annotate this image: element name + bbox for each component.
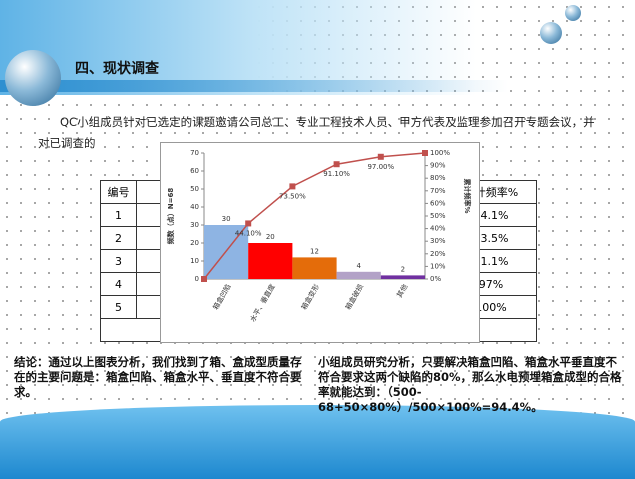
y2-tick-label: 30%: [430, 237, 446, 245]
chart-frame: 0 10 20 30 40 50 60 70 0% 10% 20% 30% 40% 50% 60% 70% 80…: [160, 142, 480, 343]
line-origin-marker: [201, 276, 207, 282]
bar: [292, 257, 337, 279]
x-tick-label: 其他: [395, 283, 410, 300]
bar-label: 4: [356, 262, 361, 270]
y2-tick-label: 40%: [430, 225, 446, 233]
y2-tick-label: 0%: [430, 275, 441, 283]
y2-tick-label: 100%: [430, 149, 450, 157]
table-cell: 3: [100, 249, 137, 273]
line-marker: [289, 183, 296, 190]
footer-band: [0, 405, 635, 479]
line-marker: [422, 150, 428, 156]
decor-ball: [540, 22, 562, 44]
x-tick-label: 水平、垂直度: [248, 283, 277, 324]
y2-axis-label: 累计频率%: [463, 178, 472, 213]
conclusion-right: 小组成员研究分析，只要解决箱盒凹陷、箱盒水平垂直度不符合要求这两个缺陷的80%，…: [318, 355, 622, 414]
table-cell: 编号: [100, 180, 137, 204]
heading: 四、现状调查: [75, 61, 159, 77]
cumulative-line: [203, 152, 426, 280]
intro-text: QC小组成员针对已选定的课题邀请公司总工、专业工程技术人员、甲方代表及监理参加召…: [38, 115, 595, 150]
decor-ball: [5, 50, 61, 106]
y2-tick-label: 50%: [430, 212, 446, 220]
table-cell: 4: [100, 272, 137, 296]
bar: [336, 271, 381, 279]
y-tick-label: 10: [190, 257, 199, 265]
bar-label: 30: [222, 215, 231, 223]
line-marker: [245, 220, 252, 227]
y-tick-label: 40: [190, 203, 199, 211]
decor-ball: [565, 5, 581, 21]
header-band: [0, 0, 635, 95]
line-label: 97.00%: [367, 163, 394, 171]
table-cell: 5: [100, 295, 137, 319]
bar: [380, 275, 425, 279]
bar-label: 2: [401, 265, 405, 273]
table-cell: 2: [100, 226, 137, 250]
line-label: 91.10%: [323, 170, 350, 178]
y2-tick-label: 10%: [430, 262, 446, 270]
x-tick-label: 箱盒破损: [343, 283, 365, 312]
y-axis-label: 频数（点）N=68: [166, 188, 175, 245]
y2-tick-label: 70%: [430, 187, 446, 195]
header-stripe: [0, 80, 635, 92]
y-tick-label: 20: [190, 239, 199, 247]
y-tick-label: 50: [190, 185, 199, 193]
x-tick-label: 箱盒变形: [299, 283, 321, 312]
bar-label: 20: [266, 233, 275, 241]
line-marker: [333, 161, 340, 168]
bar-label: 12: [310, 247, 319, 255]
table-cell: 1: [100, 203, 137, 227]
y2-tick-label: 80%: [430, 174, 446, 182]
bar: [248, 243, 293, 279]
line-label: 44.10%: [235, 229, 262, 237]
y-tick-label: 0: [195, 275, 199, 283]
conclusion-left: 结论：通过以上图表分析，我们找到了箱、盒成型质量存在的主要问题是：箱盒凹陷、箱盒…: [14, 355, 302, 399]
x-tick-label: 箱盒凹陷: [211, 283, 233, 312]
y-tick-label: 60: [190, 167, 199, 175]
y2-tick-label: 90%: [430, 162, 446, 170]
line-marker: [377, 153, 384, 160]
y2-tick-label: 20%: [430, 250, 446, 258]
y-tick-label: 30: [190, 221, 199, 229]
line-label: 73.50%: [279, 192, 306, 200]
chart: 0 10 20 30 40 50 60 70 0% 10% 20% 30% 40% 50% 60% 70% 80…: [166, 149, 472, 324]
y2-tick-label: 60%: [430, 199, 446, 207]
y-tick-label: 70: [190, 149, 199, 157]
